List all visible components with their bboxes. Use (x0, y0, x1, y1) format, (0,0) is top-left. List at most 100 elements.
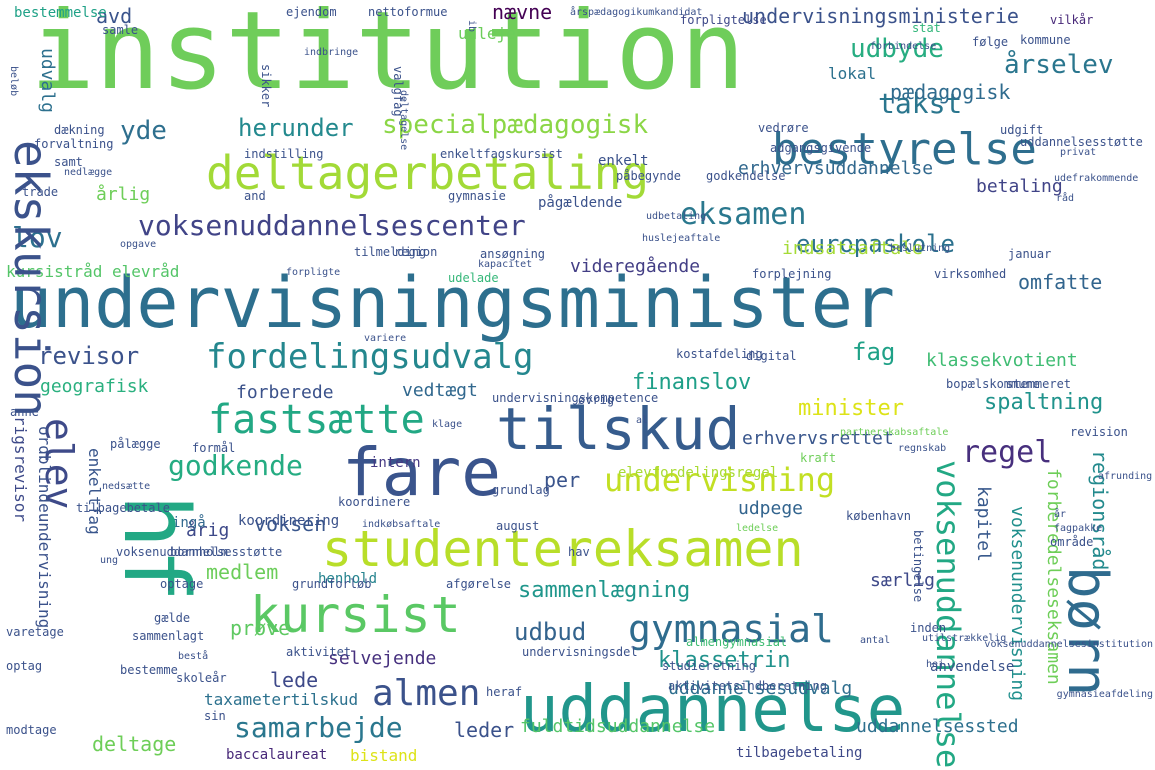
cloud-word: pålægge (110, 437, 161, 451)
cloud-word: forpligtelse (680, 13, 767, 27)
cloud-word: udbetaling (646, 211, 707, 222)
cloud-word: kommune (1020, 33, 1071, 47)
cloud-word: selvejende (328, 648, 437, 669)
cloud-word: forberede (236, 382, 334, 403)
cloud-word: bopælskommune (946, 377, 1040, 391)
cloud-word: voksenuddannelsesstøtte (116, 545, 283, 559)
cloud-word: antal (860, 635, 891, 646)
cloud-word: bornholm (170, 545, 228, 559)
cloud-word: elevfordelingsregel (618, 465, 779, 481)
cloud-word: udbyde (850, 34, 944, 64)
cloud-word: minister (798, 396, 904, 421)
cloud-word: stemmeret (1006, 377, 1072, 391)
cloud-word: godkendelse (706, 169, 786, 183)
cloud-word: institution (30, 0, 746, 114)
cloud-word: omfatte (1018, 270, 1103, 294)
cloud-word: aktivitet (286, 645, 352, 659)
cloud-word: årig (186, 520, 230, 541)
cloud-word: hej (926, 659, 945, 670)
cloud-word: undervisningsdel (522, 645, 638, 659)
cloud-word: udgift (1000, 123, 1044, 137)
cloud-word: forbindelse (870, 41, 937, 52)
cloud-word: kursist (250, 586, 461, 644)
cloud-word: privat (1060, 147, 1097, 158)
cloud-word: optag (6, 659, 43, 673)
cloud-word: år (1054, 509, 1067, 520)
cloud-word: bistand (350, 746, 418, 765)
cloud-word: videregående (570, 256, 701, 277)
cloud-word: stat (912, 21, 941, 35)
cloud-word: tilbagebetale (76, 501, 170, 515)
cloud-word: utilstrækkelig (922, 633, 1007, 644)
cloud-word: studieretning (662, 659, 756, 673)
cloud-word: hav (568, 545, 590, 559)
cloud-word: fuldtidsuddannelse (520, 716, 716, 737)
cloud-word: nedlægge (64, 167, 113, 178)
cloud-word: fastsætte (208, 397, 425, 443)
cloud-word: klassetrin (658, 648, 791, 673)
cloud-word: pædagogisk (890, 80, 1011, 104)
cloud-word: lede (270, 668, 319, 692)
cloud-word: udefrakommende (1054, 173, 1139, 184)
cloud-word: al (636, 415, 649, 426)
cloud-word: bestå (178, 651, 209, 662)
cloud-word: kraft (800, 451, 837, 465)
cloud-word: elev (37, 418, 81, 510)
cloud-word: almen (372, 673, 481, 714)
cloud-word: specialpædagogisk (382, 110, 649, 140)
cloud-word: lov (12, 221, 63, 254)
cloud-word: uddannelsesudvalg (668, 678, 853, 699)
cloud-word: voksenuddannelsescenter (138, 209, 526, 242)
cloud-word: almengymnasial (686, 635, 788, 649)
cloud-word: undervisningskompetence (492, 391, 659, 405)
cloud-word: sammenlægning (518, 578, 691, 603)
cloud-word: nævne (492, 0, 553, 24)
cloud-word: klage (432, 419, 463, 430)
cloud-word: aktivitetsindberetning (668, 679, 827, 693)
cloud-word: prøve (230, 616, 291, 640)
cloud-word: årlig (96, 184, 151, 205)
cloud-word: koordinering (238, 513, 340, 529)
cloud-word: heraf (486, 685, 523, 699)
cloud-word: ansøgning (480, 247, 546, 261)
cloud-word: grundforløb (292, 577, 372, 591)
cloud-word: udvalg (37, 48, 58, 114)
cloud-word: årspædagogikumkandidat (570, 7, 703, 18)
cloud-word: ordblindeundervisning (35, 426, 54, 629)
cloud-word: uddannelsessted (856, 716, 1019, 737)
cloud-word: voksenuddannelse (929, 459, 967, 768)
cloud-word: afgørelse (446, 577, 512, 591)
cloud-word: ib (466, 20, 477, 33)
cloud-word: gymnasieafdeling (1056, 689, 1153, 700)
cloud-word: kostafdeling (676, 347, 763, 361)
cloud-word: huslejeaftale (642, 233, 721, 244)
cloud-word: indsatsaftale (782, 238, 923, 259)
cloud-word: avd (96, 4, 133, 28)
cloud-word: geografisk (40, 376, 149, 397)
cloud-word: bestemmelse (14, 5, 107, 21)
cloud-word: indstilling (244, 147, 324, 161)
cloud-word: regel (962, 435, 1053, 470)
cloud-word: voksenuddannelsesinstitution (984, 639, 1153, 650)
cloud-word: enkeltfagskursist (440, 147, 563, 161)
cloud-word: fordelingsudvalg (206, 337, 534, 377)
cloud-word: august (496, 519, 540, 533)
cloud-word: vedtægt (402, 380, 478, 401)
cloud-word: københavn (846, 509, 912, 523)
cloud-word: kapitel (973, 486, 994, 562)
cloud-word: deltagerbetaling (206, 146, 650, 200)
cloud-word: indbringe (304, 47, 359, 58)
cloud-word: variere (364, 333, 407, 344)
cloud-word: digital (746, 349, 797, 363)
cloud-word: udleje (458, 24, 516, 43)
cloud-word: nettoformue (368, 5, 448, 19)
cloud-word: årselev (1004, 50, 1114, 80)
cloud-word: anvendelse (930, 659, 1015, 675)
cloud-word: valgfag (391, 66, 405, 117)
cloud-word: undervisning (604, 461, 836, 499)
cloud-word: tilskud (496, 395, 741, 463)
cloud-word: regionsråd (1088, 450, 1112, 571)
cloud-word: fagpakke (1054, 523, 1103, 534)
cloud-word: studentereksamen (322, 520, 804, 578)
